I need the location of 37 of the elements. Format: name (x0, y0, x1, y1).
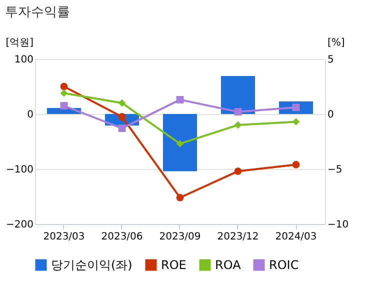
point (118, 99, 126, 107)
y-tick-label: −100 (6, 164, 34, 176)
y-tick-label: 0 (27, 110, 34, 120)
legend-label: 당기순이익(좌) (51, 258, 132, 272)
y2-tick-label: −5 (328, 164, 342, 176)
point (292, 104, 300, 112)
x-tick-label: 2023/06 (101, 232, 143, 242)
y-axis-title: [억원] (6, 38, 34, 48)
point (176, 140, 184, 148)
point (60, 82, 68, 90)
x-tick-label: 2023/12 (217, 232, 259, 242)
bar (163, 114, 197, 172)
legend-label: ROIC (269, 258, 299, 272)
point (234, 121, 242, 129)
point (60, 89, 68, 97)
point (176, 194, 184, 202)
point (292, 160, 300, 168)
y2-tick-label: 5 (328, 54, 334, 66)
x-tick-label: 2023/03 (43, 232, 85, 242)
chart-title: 투자수익률 (5, 5, 70, 20)
y2-tick-label: 0 (328, 110, 334, 120)
point (60, 102, 68, 110)
y-tick-label: 100 (14, 54, 34, 66)
point (234, 168, 242, 175)
legend-label: ROE (161, 258, 186, 272)
x-tick-label: 2023/09 (159, 232, 201, 242)
point (292, 118, 300, 126)
y2-tick-label: −10 (328, 220, 349, 230)
point (176, 96, 184, 104)
point (118, 124, 126, 132)
x-tick-label: 2024/03 (275, 232, 317, 242)
y2-axis-title: [%] (328, 38, 345, 48)
bar (221, 76, 255, 114)
point (118, 113, 126, 120)
y-tick-label: −200 (6, 220, 34, 230)
legend-label: ROA (215, 258, 242, 272)
point (234, 108, 242, 116)
